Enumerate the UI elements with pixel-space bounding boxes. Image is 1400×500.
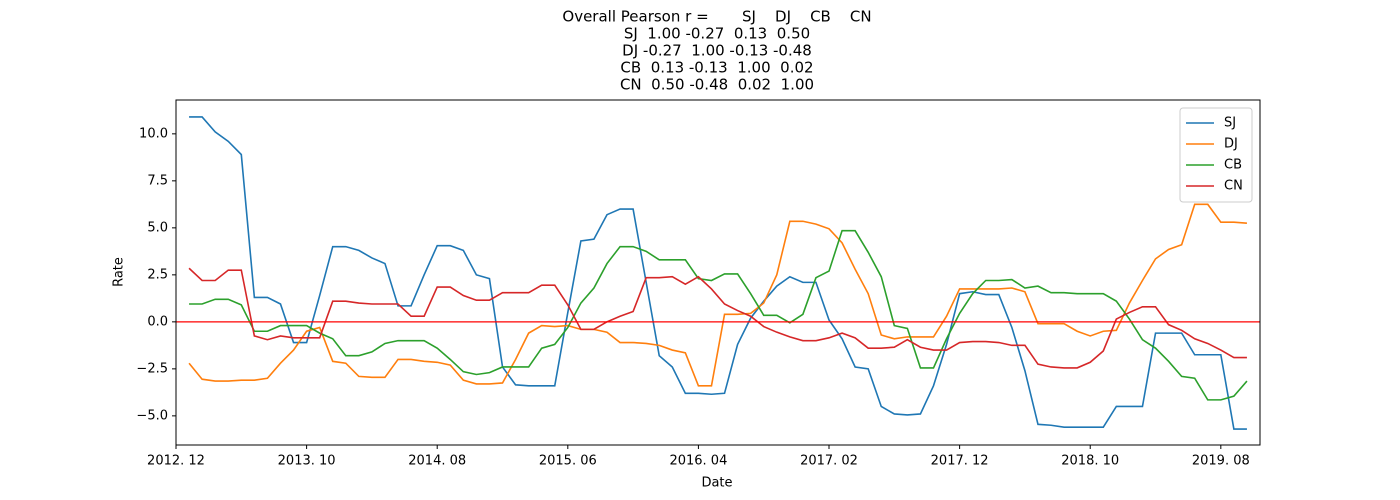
chart-title: CN 0.50 -0.48 0.02 1.00 bbox=[620, 76, 814, 94]
legend-label: CN bbox=[1224, 179, 1243, 194]
y-tick-label: −2.5 bbox=[136, 361, 168, 376]
series-line bbox=[189, 116, 1247, 430]
legend-label: SJ bbox=[1224, 116, 1236, 131]
y-tick-label: 7.5 bbox=[147, 173, 168, 188]
series-line bbox=[189, 229, 1248, 401]
x-tick-label: 2016. 04 bbox=[669, 454, 727, 469]
plot-frame bbox=[175, 99, 1261, 446]
y-axis-label: Rate bbox=[112, 257, 127, 287]
legend-box bbox=[1179, 107, 1253, 203]
legend-label: DJ bbox=[1224, 137, 1238, 152]
legend-label: CB bbox=[1224, 158, 1242, 173]
y-tick-label: 2.5 bbox=[147, 267, 168, 282]
chart-title: DJ -0.27 1.00 -0.13 -0.48 bbox=[622, 42, 812, 60]
y-tick-label: 0.0 bbox=[147, 314, 168, 329]
series-line bbox=[188, 203, 1247, 387]
chart-title: SJ 1.00 -0.27 0.13 0.50 bbox=[624, 25, 810, 43]
x-tick-label: 2015. 06 bbox=[539, 454, 597, 469]
x-tick-label: 2013. 10 bbox=[278, 454, 336, 469]
x-tick-label: 2012. 12 bbox=[147, 454, 205, 469]
series-line bbox=[188, 267, 1247, 369]
y-tick-label: 5.0 bbox=[147, 220, 168, 235]
x-tick-label: 2017. 02 bbox=[800, 454, 858, 469]
y-tick-label: −5.0 bbox=[136, 408, 168, 423]
x-tick-label: 2017. 12 bbox=[931, 454, 989, 469]
y-tick-label: 10.0 bbox=[139, 126, 168, 141]
chart-title: CB 0.13 -0.13 1.00 0.02 bbox=[620, 59, 813, 77]
chart-title: Overall Pearson r = SJ DJ CB CN bbox=[562, 8, 871, 26]
x-tick-label: 2018. 10 bbox=[1061, 454, 1119, 469]
x-axis-label: Date bbox=[701, 476, 732, 491]
x-tick-label: 2019. 08 bbox=[1192, 454, 1250, 469]
x-tick-label: 2014. 08 bbox=[408, 454, 466, 469]
